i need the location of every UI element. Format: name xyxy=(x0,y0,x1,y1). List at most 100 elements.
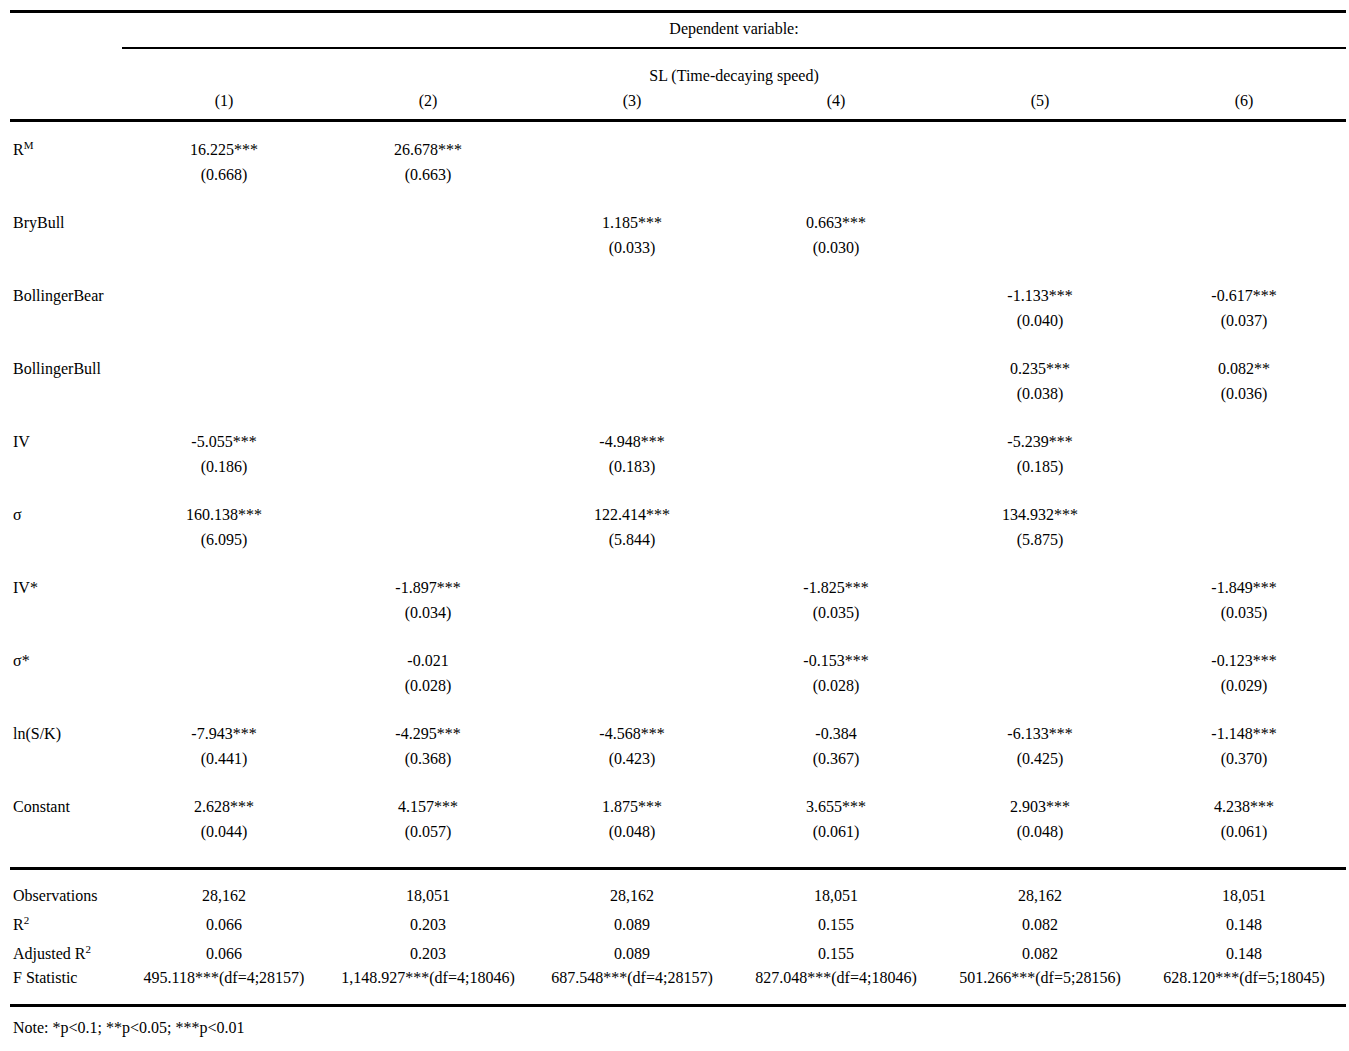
stderr-row: (0.668)(0.663) xyxy=(10,160,1346,185)
stderr-cell: (0.183) xyxy=(530,452,734,477)
coefficient-cell: -5.239*** xyxy=(938,404,1142,452)
coefficient-row: σ*-0.021-0.153***-0.123*** xyxy=(10,623,1346,671)
stat-value-cell: 0.155 xyxy=(734,935,938,964)
stat-row: R20.0660.2030.0890.1550.0820.148 xyxy=(10,906,1346,935)
stat-value-cell: 0.203 xyxy=(326,906,530,935)
coefficients-end-gap xyxy=(10,842,1346,868)
column-number: (6) xyxy=(1142,89,1346,121)
empty-label-cell xyxy=(10,233,122,258)
stderr-cell xyxy=(530,306,734,331)
coefficient-cell: -0.617*** xyxy=(1142,258,1346,306)
coefficient-cell: -1.825*** xyxy=(734,550,938,598)
stderr-cell: (0.061) xyxy=(1142,817,1346,842)
coefficient-cell xyxy=(734,121,938,161)
stderr-cell xyxy=(1142,452,1346,477)
stderr-row: (0.034)(0.035)(0.035) xyxy=(10,598,1346,623)
coefficient-cell: -4.295*** xyxy=(326,696,530,744)
coefficients-section: RM16.225***26.678***(0.668)(0.663)BryBul… xyxy=(10,121,1346,869)
stderr-cell xyxy=(734,306,938,331)
coefficient-cell xyxy=(326,185,530,233)
coefficient-cell: -0.021 xyxy=(326,623,530,671)
coefficient-cell xyxy=(734,258,938,306)
stderr-cell xyxy=(734,379,938,404)
coefficient-cell: -1.148*** xyxy=(1142,696,1346,744)
variable-label-text: Observations xyxy=(13,887,97,904)
coefficient-cell xyxy=(1142,185,1346,233)
coefficient-row: BryBull1.185***0.663*** xyxy=(10,185,1346,233)
coefficient-cell xyxy=(734,477,938,525)
stderr-cell: (0.037) xyxy=(1142,306,1346,331)
stat-row: Observations28,16218,05128,16218,05128,1… xyxy=(10,868,1346,906)
stat-value-cell: 0.066 xyxy=(122,935,326,964)
stat-value-cell: 28,162 xyxy=(938,868,1142,906)
variable-label: F Statistic xyxy=(10,964,122,1006)
coefficient-cell: -4.568*** xyxy=(530,696,734,744)
coefficient-cell xyxy=(122,185,326,233)
coefficient-cell: 1.875*** xyxy=(530,769,734,817)
stat-value-cell: 0.089 xyxy=(530,935,734,964)
coefficient-cell xyxy=(938,623,1142,671)
variable-label-text: R xyxy=(13,916,24,933)
stderr-cell: (0.048) xyxy=(938,817,1142,842)
coefficient-row: σ160.138***122.414***134.932*** xyxy=(10,477,1346,525)
stderr-row: (6.095)(5.844)(5.875) xyxy=(10,525,1346,550)
stat-value-cell: 0.066 xyxy=(122,906,326,935)
stderr-cell xyxy=(530,160,734,185)
variable-label-superscript: M xyxy=(24,139,34,151)
coefficient-cell xyxy=(326,258,530,306)
coefficient-row: IV-5.055***-4.948***-5.239*** xyxy=(10,404,1346,452)
coefficient-cell xyxy=(122,623,326,671)
stderr-cell xyxy=(530,379,734,404)
coefficient-cell xyxy=(530,258,734,306)
stderr-row: (0.040)(0.037) xyxy=(10,306,1346,331)
column-number: (4) xyxy=(734,89,938,121)
coefficient-cell: 2.903*** xyxy=(938,769,1142,817)
coefficient-cell: -1.849*** xyxy=(1142,550,1346,598)
corner-cell xyxy=(10,12,122,49)
coefficient-cell: 134.932*** xyxy=(938,477,1142,525)
variable-label-text: BollingerBull xyxy=(13,360,101,377)
column-number: (3) xyxy=(530,89,734,121)
stderr-cell: (0.663) xyxy=(326,160,530,185)
stat-value-cell: 1,148.927***(df=4;18046) xyxy=(326,964,530,1006)
stderr-cell: (0.034) xyxy=(326,598,530,623)
stderr-cell xyxy=(122,379,326,404)
stderr-cell: (0.441) xyxy=(122,744,326,769)
variable-label: Adjusted R2 xyxy=(10,935,122,964)
variable-label-text: Constant xyxy=(13,798,70,815)
coefficient-cell xyxy=(122,331,326,379)
stderr-cell xyxy=(1142,160,1346,185)
empty-label-cell xyxy=(10,817,122,842)
stat-value-cell: 18,051 xyxy=(734,868,938,906)
coefficient-cell: -1.133*** xyxy=(938,258,1142,306)
coefficient-cell: -5.055*** xyxy=(122,404,326,452)
stderr-cell: (6.095) xyxy=(122,525,326,550)
coefficient-cell: 16.225*** xyxy=(122,121,326,161)
stderr-cell: (0.061) xyxy=(734,817,938,842)
coefficient-cell: 160.138*** xyxy=(122,477,326,525)
coefficient-cell xyxy=(1142,404,1346,452)
coefficient-cell: 0.082** xyxy=(1142,331,1346,379)
regression-table: Dependent variable: SL (Time-decaying sp… xyxy=(10,10,1346,1007)
stderr-cell: (0.038) xyxy=(938,379,1142,404)
stderr-cell xyxy=(326,233,530,258)
stderr-row: (0.038)(0.036) xyxy=(10,379,1346,404)
stat-value-cell: 495.118***(df=4;28157) xyxy=(122,964,326,1006)
coefficient-cell: 0.663*** xyxy=(734,185,938,233)
empty-label-cell xyxy=(10,671,122,696)
stderr-cell: (0.028) xyxy=(734,671,938,696)
variable-label-text: σ xyxy=(13,506,22,523)
coefficient-cell: 26.678*** xyxy=(326,121,530,161)
coefficient-cell xyxy=(938,550,1142,598)
dependent-variable-name: SL (Time-decaying speed) xyxy=(122,62,1346,89)
variable-label: Observations xyxy=(10,868,122,906)
variable-label-text: σ* xyxy=(13,652,30,669)
variable-label-text: IV xyxy=(13,433,30,450)
stderr-cell xyxy=(734,160,938,185)
coefficient-cell xyxy=(530,121,734,161)
variable-label: Constant xyxy=(10,769,122,817)
coefficient-cell: -1.897*** xyxy=(326,550,530,598)
stderr-cell xyxy=(122,306,326,331)
stat-value-cell: 687.548***(df=4;28157) xyxy=(530,964,734,1006)
stderr-cell xyxy=(734,525,938,550)
